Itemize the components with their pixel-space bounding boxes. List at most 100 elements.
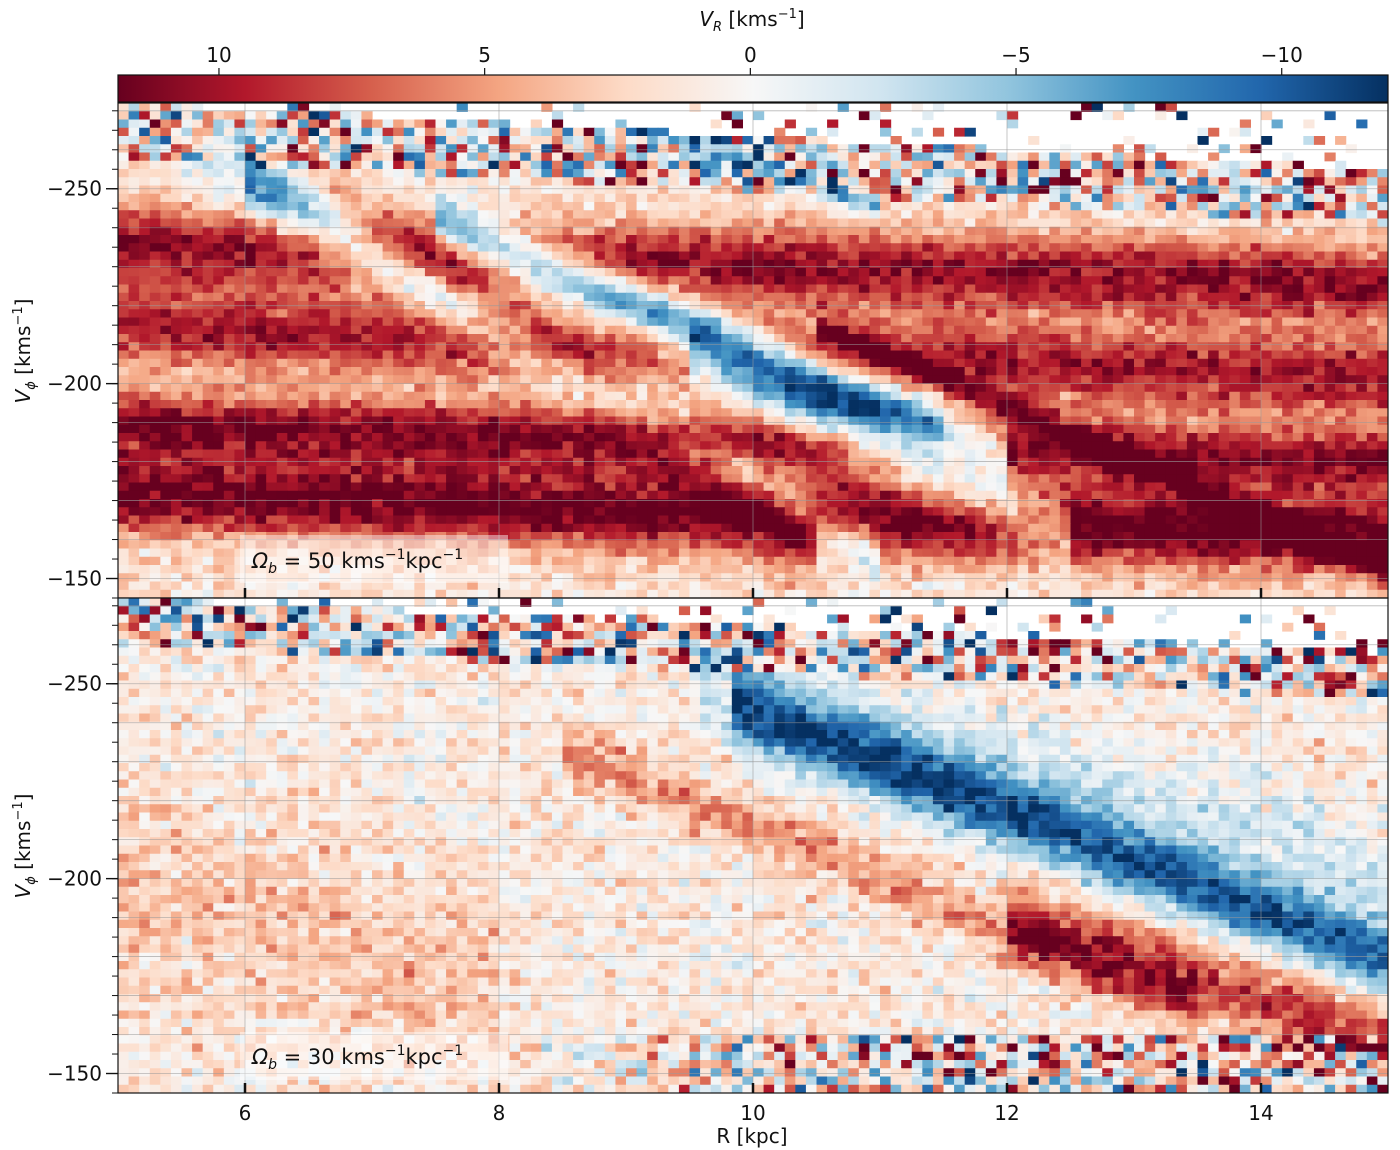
heatmap-cell [848,367,860,376]
heatmap-cell [954,152,966,162]
heatmap-cell [996,251,1008,261]
heatmap-cell [742,383,754,393]
heatmap-cell [223,169,236,178]
heatmap-cell [985,276,998,286]
heatmap-cell [1081,259,1093,269]
heatmap-cell [964,185,976,195]
heatmap-cell [943,268,955,277]
heatmap-cell [255,243,267,253]
heatmap-cell [255,169,267,178]
heatmap-cell [1229,334,1241,343]
heatmap-cell [1070,235,1082,244]
heatmap-cell [1292,185,1304,195]
heatmap-cell [996,416,1008,426]
heatmap-cell [1091,177,1103,187]
heatmap-cell [1144,358,1156,368]
heatmap-cell [255,177,267,187]
heatmap-cell [1229,127,1241,137]
heatmap-cell [880,424,892,434]
heatmap-cell [827,292,839,302]
heatmap-cell [1239,383,1252,393]
heatmap-cell [1261,367,1273,376]
heatmap-cell [1049,367,1061,376]
heatmap-cell [149,243,161,253]
heatmap-cell [213,268,225,277]
heatmap-cell [223,251,236,261]
heatmap-cell [1049,424,1061,434]
heatmap-cell [837,400,849,409]
heatmap-cell [1007,185,1019,195]
heatmap-cell [245,367,257,376]
heatmap-cell [805,466,818,475]
heatmap-cell [213,243,225,253]
heatmap-cell [276,292,288,302]
heatmap-cell [890,375,902,385]
heatmap-cell [1038,466,1050,475]
heatmap-cell [1134,309,1146,319]
heatmap-cell [308,119,320,129]
heatmap-cell [139,243,151,253]
heatmap-cell [975,350,987,360]
heatmap-cell [1134,144,1146,154]
heatmap-cell [816,152,828,162]
heatmap-cell [774,169,786,178]
heatmap-cell [922,416,934,426]
heatmap-cell [1377,416,1388,426]
heatmap-cell [954,243,966,253]
heatmap-cell [181,103,193,112]
heatmap-cell [340,424,352,434]
heatmap-cell [1218,169,1230,178]
heatmap-cell [1356,400,1368,409]
heatmap-cell [1123,210,1135,220]
heatmap-cell [128,325,140,335]
heatmap-cell [880,433,892,442]
heatmap-cell [1165,169,1177,178]
heatmap-cell [477,144,490,154]
heatmap-cell [1303,309,1315,319]
heatmap-cell [1313,350,1326,360]
heatmap-cell [626,350,638,360]
heatmap-cell [223,202,236,211]
heatmap-cell [255,276,267,286]
heatmap-cell [287,268,299,277]
heatmap-cell [911,466,923,475]
heatmap-cell [1186,367,1199,376]
heatmap-cell [160,144,172,154]
heatmap-cell [848,268,860,277]
heatmap-cell [710,334,722,343]
heatmap-cell [954,424,966,434]
heatmap-cell [858,210,871,220]
heatmap-cell [753,226,765,236]
heatmap-cell [932,284,945,294]
heatmap-cell [1250,375,1262,385]
heatmap-cell [170,350,183,360]
heatmap-cell [795,367,807,376]
heatmap-cell [742,259,754,269]
heatmap-cell [446,325,458,335]
heatmap-cell [276,268,288,277]
heatmap-cell [287,226,299,236]
heatmap-cell [1250,350,1262,360]
heatmap-cell [308,251,320,261]
heatmap-cell [1176,276,1188,286]
heatmap-cell [1345,391,1357,401]
heatmap-cell [678,193,691,203]
heatmap-cell [1335,292,1347,302]
heatmap-cell [361,144,373,154]
heatmap-cell [816,144,828,154]
heatmap-cell [753,400,765,409]
heatmap-cell [1366,276,1379,286]
heatmap-cell [1377,350,1388,360]
heatmap-cell [753,466,765,475]
heatmap-cell [170,441,183,451]
heatmap-cell [551,251,564,261]
heatmap-cell [996,350,1008,360]
heatmap-cell [340,449,352,459]
heatmap-cell [340,466,352,475]
heatmap-cell [1049,358,1061,368]
heatmap-cell [446,251,458,261]
heatmap-cell [784,457,796,467]
heatmap-cell [499,160,511,170]
heatmap-cell [901,433,913,442]
heatmap-cell [139,292,151,302]
